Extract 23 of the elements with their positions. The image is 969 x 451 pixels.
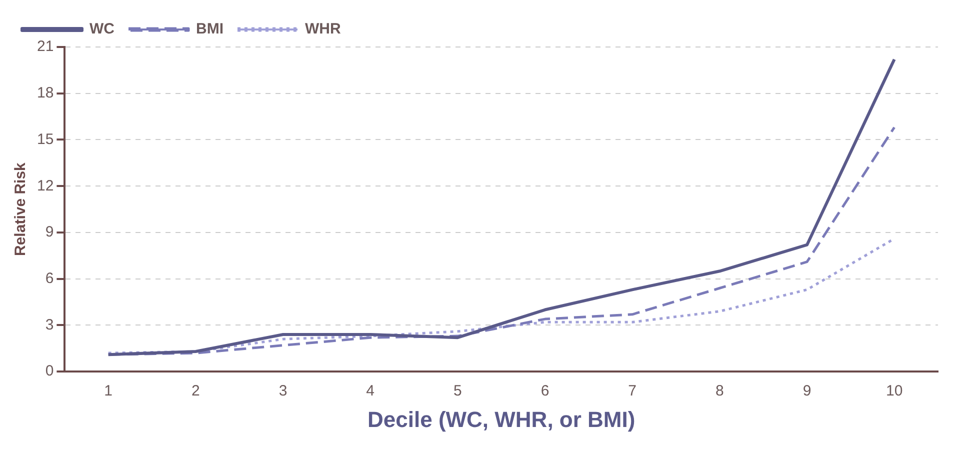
y-tick-label: 9 bbox=[45, 224, 54, 241]
y-tick-label: 3 bbox=[45, 316, 54, 334]
y-axis-title: Relative Risk bbox=[12, 162, 30, 256]
y-tick-label: 12 bbox=[36, 177, 54, 194]
y-tick-label: 21 bbox=[36, 38, 54, 56]
x-tick-label: 2 bbox=[192, 382, 200, 400]
x-tick-label: 5 bbox=[454, 382, 462, 400]
x-tick-label: 4 bbox=[366, 382, 375, 400]
y-tick-label: 18 bbox=[36, 84, 54, 102]
legend-label: WC bbox=[90, 20, 115, 38]
x-tick-label: 6 bbox=[540, 382, 550, 400]
y-tick-label: 15 bbox=[36, 130, 54, 148]
y-tick-label: 6 bbox=[45, 270, 54, 287]
x-tick-label: 9 bbox=[802, 382, 812, 400]
x-axis-title: Decile (WC, WHR, or BMI) bbox=[368, 406, 636, 432]
x-tick-label: 1 bbox=[104, 382, 113, 400]
x-tick-label: 10 bbox=[886, 382, 903, 400]
y-tick-label: 0 bbox=[45, 362, 54, 380]
x-tick-label: 8 bbox=[716, 382, 724, 400]
legend-label: BMI bbox=[196, 20, 224, 38]
x-tick-label: 3 bbox=[278, 382, 288, 400]
x-tick-label: 7 bbox=[628, 382, 637, 400]
legend-label: WHR bbox=[304, 20, 341, 38]
